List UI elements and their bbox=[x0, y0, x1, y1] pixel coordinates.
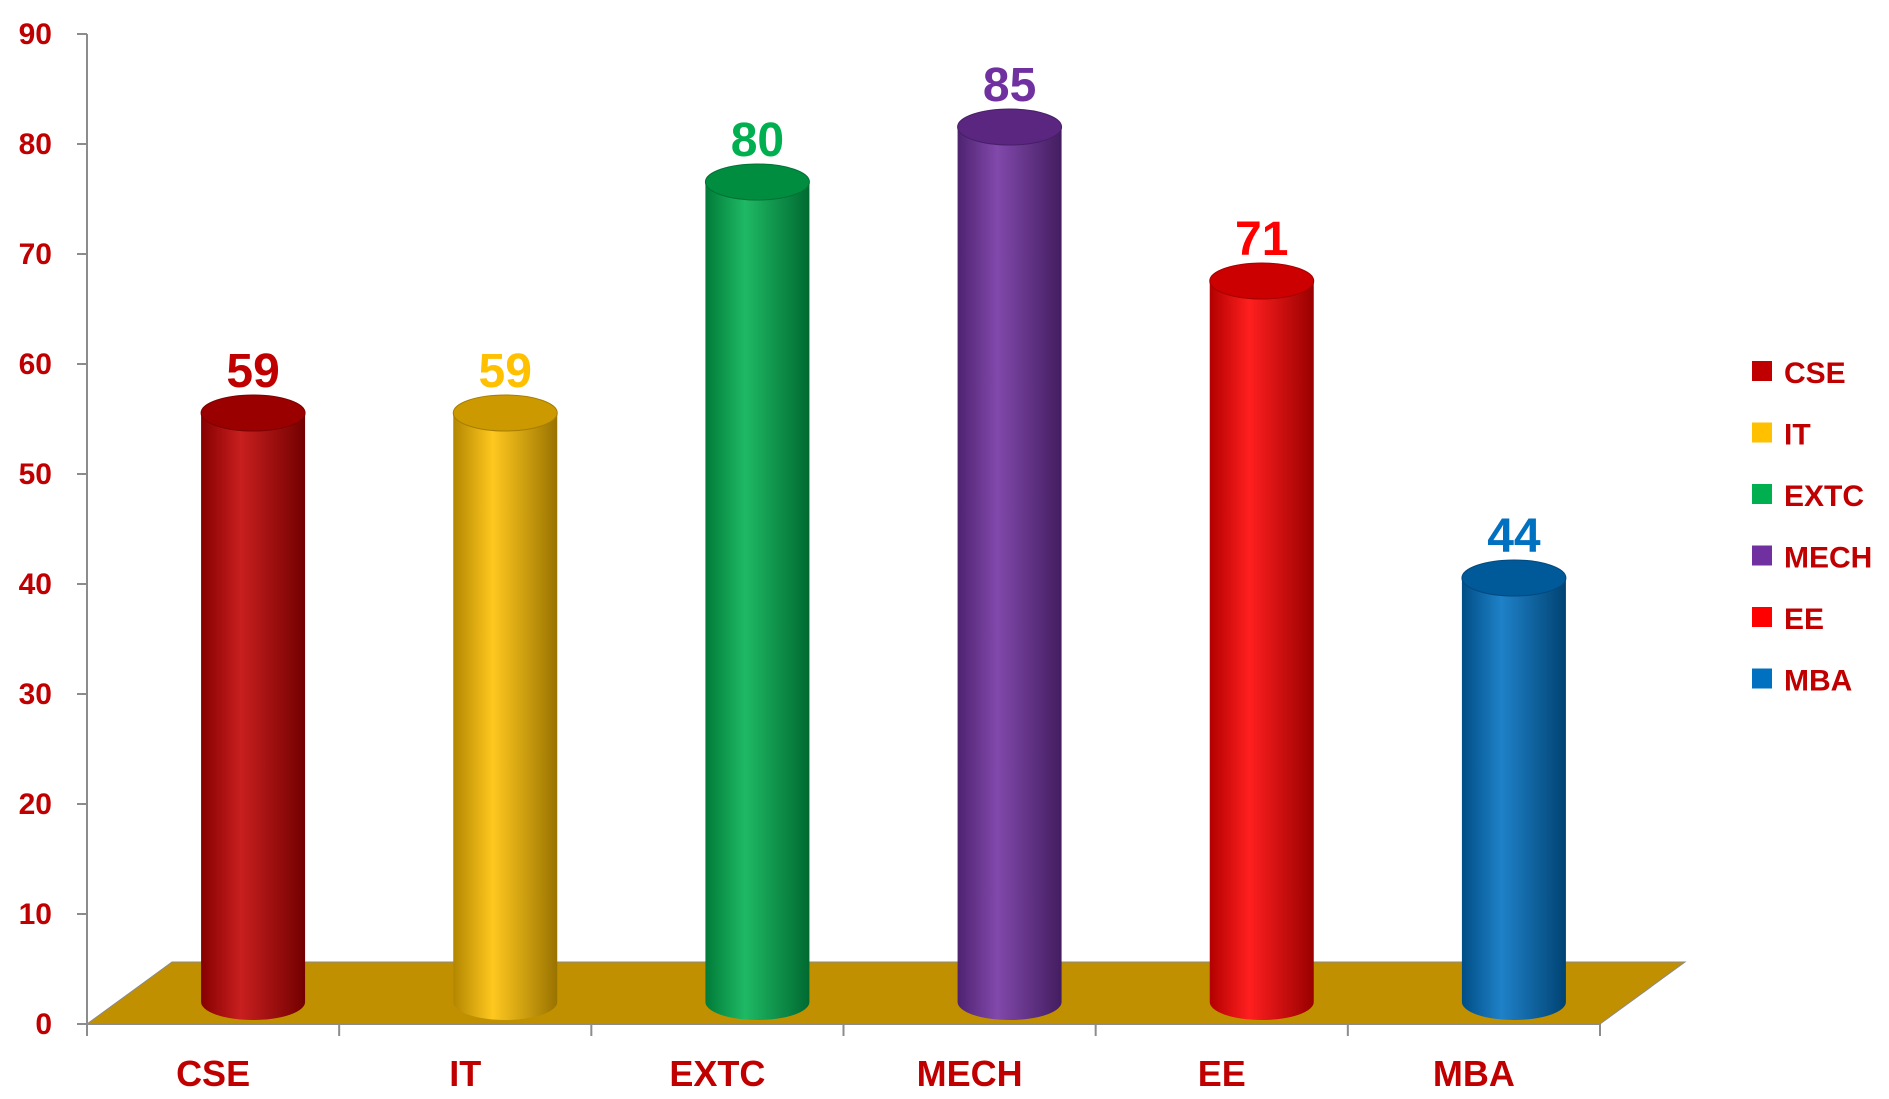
legend-label-mba: MBA bbox=[1784, 665, 1852, 698]
bar-top-cap bbox=[704, 163, 810, 201]
bar-top-cap bbox=[452, 394, 558, 432]
bar-cse bbox=[200, 394, 306, 1020]
data-labels: 59 CSE 59 IT 80 EXTC 85 MECH 71 EE 44 MBA bbox=[176, 59, 1541, 1094]
bar-body bbox=[957, 127, 1062, 1020]
bar-top-cap bbox=[200, 394, 306, 432]
bar-series bbox=[200, 108, 1567, 1020]
bar-top-cap bbox=[1461, 559, 1567, 597]
x-tick-label-ee: EE bbox=[1198, 1053, 1246, 1094]
y-tick-label: 20 bbox=[19, 788, 52, 821]
bar-it bbox=[452, 394, 558, 1020]
bar-body bbox=[453, 413, 558, 1020]
bar-body bbox=[1209, 281, 1314, 1020]
bar-top-cap bbox=[957, 108, 1063, 146]
bar-mba bbox=[1461, 559, 1567, 1020]
y-tick-label: 0 bbox=[35, 1008, 52, 1041]
x-tick-label-extc: EXTC bbox=[669, 1053, 765, 1094]
x-tick-label-it: IT bbox=[449, 1053, 481, 1094]
bar-extc bbox=[704, 163, 810, 1020]
x-tick-label-mba: MBA bbox=[1433, 1053, 1515, 1094]
y-tick-label: 10 bbox=[19, 898, 52, 931]
bar-mech bbox=[957, 108, 1063, 1020]
data-label-mba: 44 bbox=[1487, 510, 1541, 563]
bar-body bbox=[201, 413, 306, 1020]
y-tick-label: 40 bbox=[19, 568, 52, 601]
data-label-ee: 71 bbox=[1235, 213, 1288, 266]
legend-swatch-mech bbox=[1752, 545, 1772, 566]
legend-label-cse: CSE bbox=[1784, 357, 1846, 390]
bar-ee bbox=[1209, 262, 1315, 1020]
chart-legend: CSE IT EXTC MECH EE MBA bbox=[1752, 357, 1872, 698]
y-tick-label: 60 bbox=[19, 348, 52, 381]
legend-swatch-mba bbox=[1752, 668, 1772, 689]
data-label-mech: 85 bbox=[983, 59, 1036, 112]
x-tick-label-mech: MECH bbox=[917, 1053, 1023, 1094]
bar-body bbox=[1461, 578, 1566, 1020]
legend-swatch-ee bbox=[1752, 607, 1772, 627]
y-tick-label: 70 bbox=[19, 238, 52, 271]
y-tick-label: 50 bbox=[19, 458, 52, 491]
legend-swatch-cse bbox=[1752, 361, 1772, 381]
legend-label-extc: EXTC bbox=[1784, 480, 1864, 513]
bar-top-cap bbox=[1209, 262, 1315, 300]
bar-body bbox=[705, 182, 810, 1020]
legend-swatch-it bbox=[1752, 422, 1772, 443]
x-tick-label-cse: CSE bbox=[176, 1053, 250, 1094]
y-tick-label: 90 bbox=[19, 18, 52, 51]
data-label-it: 59 bbox=[479, 345, 532, 398]
data-label-extc: 80 bbox=[731, 114, 784, 167]
chart-floor bbox=[85, 961, 1687, 1025]
data-label-cse: 59 bbox=[226, 345, 279, 398]
legend-label-ee: EE bbox=[1784, 603, 1824, 636]
legend-swatch-extc bbox=[1752, 484, 1772, 504]
legend-label-mech: MECH bbox=[1784, 542, 1872, 575]
chart-axes: 0 10 20 30 40 50 60 70 80 90 bbox=[19, 18, 1601, 1041]
y-tick-label: 80 bbox=[19, 128, 52, 161]
y-tick-label: 30 bbox=[19, 678, 52, 711]
legend-label-it: IT bbox=[1784, 419, 1811, 452]
